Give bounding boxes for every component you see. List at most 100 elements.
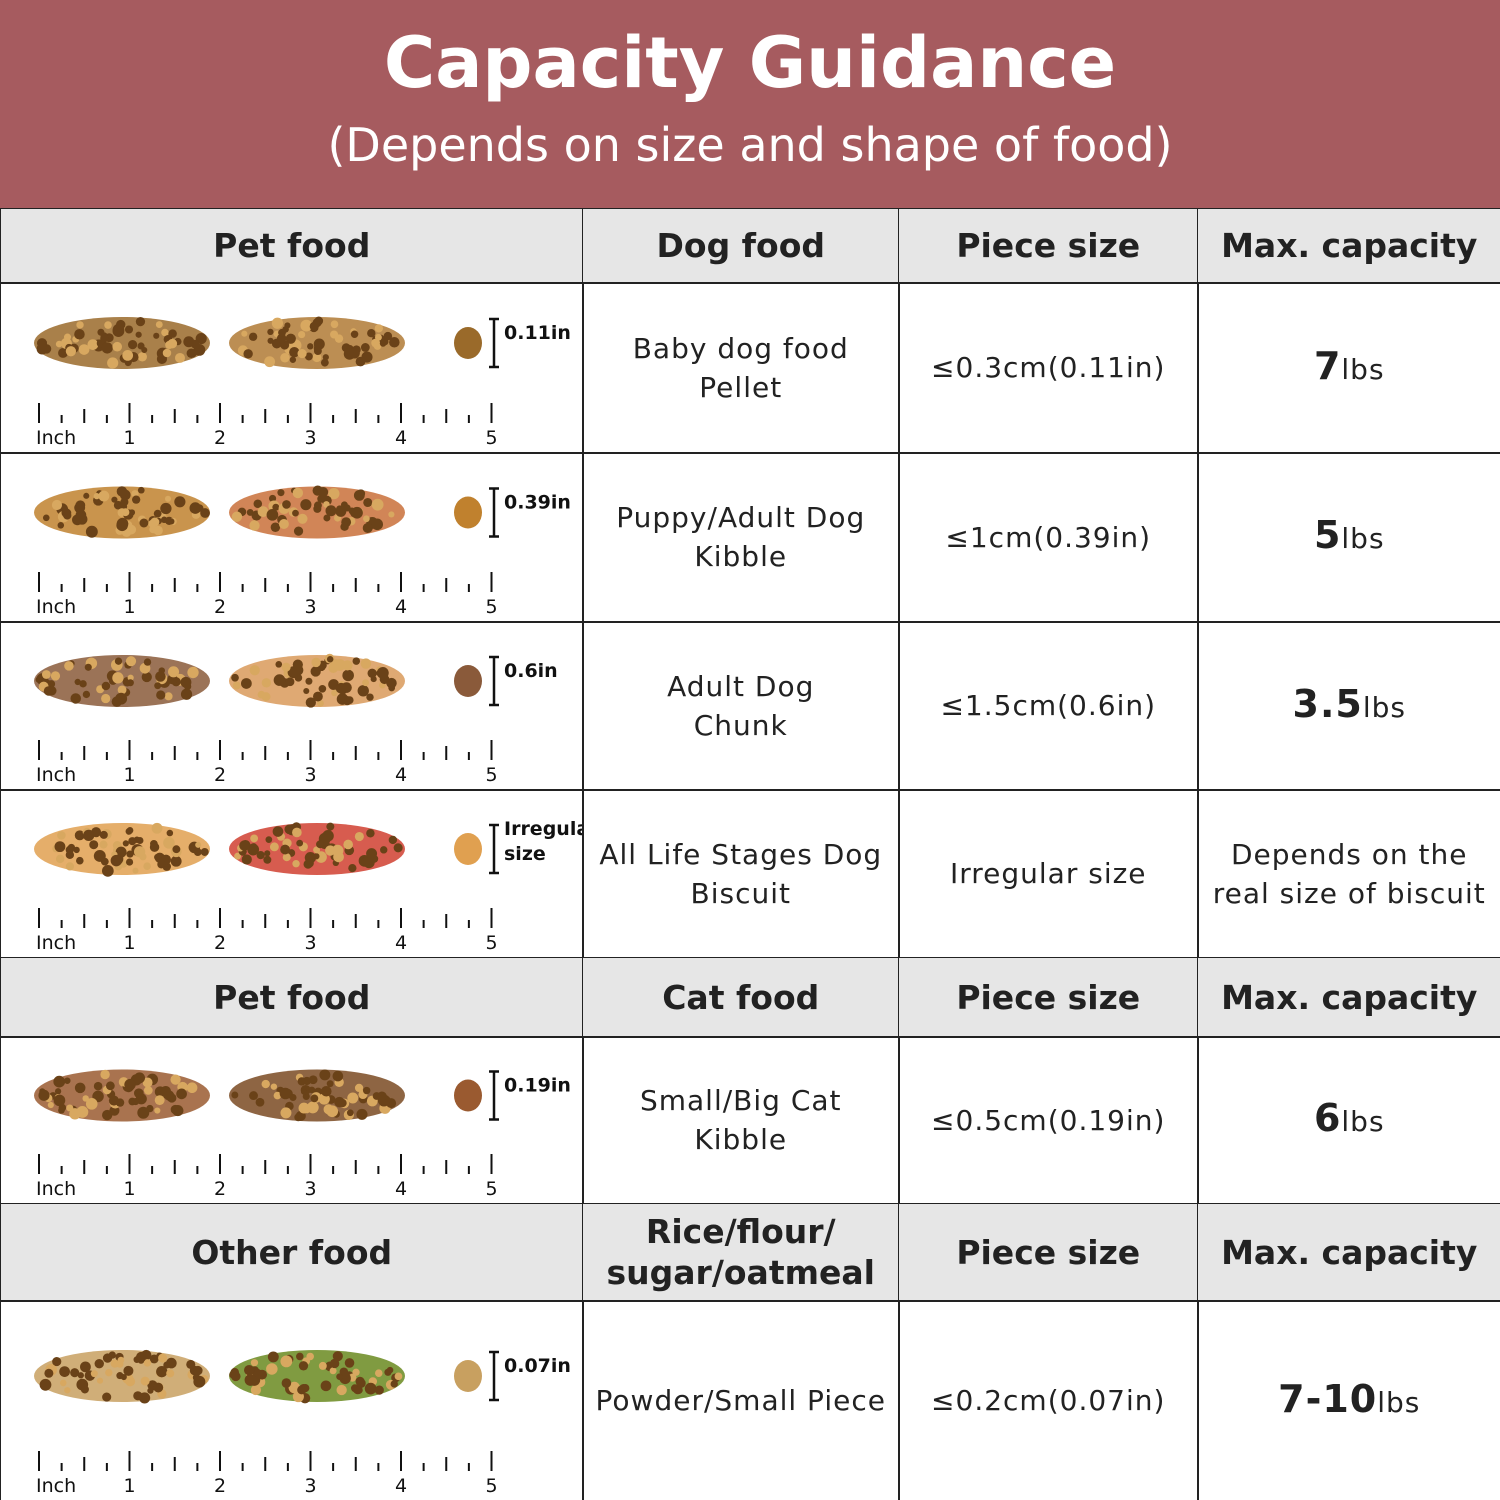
food-piece bbox=[335, 1373, 343, 1380]
food-piece bbox=[167, 666, 179, 678]
ruler-label: 2 bbox=[214, 596, 226, 618]
food-piece bbox=[312, 353, 322, 363]
food-piece bbox=[108, 1095, 119, 1106]
food-piece bbox=[71, 514, 83, 526]
food-piece bbox=[51, 499, 62, 511]
size-bracket bbox=[488, 317, 499, 369]
text-line: Pet food bbox=[213, 226, 371, 266]
food-piece bbox=[261, 1079, 270, 1089]
header-cell: Piece size bbox=[898, 957, 1199, 1038]
food-piece bbox=[233, 852, 241, 860]
piece-sample bbox=[453, 833, 482, 865]
food-piece bbox=[296, 839, 303, 847]
food-piece bbox=[120, 1374, 127, 1381]
size-label: size bbox=[504, 843, 546, 865]
header-cell: Dog food bbox=[582, 208, 900, 284]
food-piece bbox=[308, 1086, 315, 1094]
food-piece bbox=[65, 845, 74, 854]
food-piece bbox=[291, 509, 299, 517]
text-line: Biscuit bbox=[690, 876, 791, 910]
text-line: sugar/oatmeal bbox=[606, 1253, 875, 1293]
text-line: Max. capacity bbox=[1221, 226, 1478, 266]
table-cell: ≤0.3cm(0.11in) bbox=[898, 282, 1199, 454]
food-piece bbox=[311, 657, 321, 668]
food-piece bbox=[250, 1359, 258, 1367]
capacity-unit: lbs bbox=[1341, 522, 1385, 556]
food-piece bbox=[199, 508, 210, 518]
food-piece bbox=[267, 1351, 279, 1363]
food-piece bbox=[243, 349, 253, 359]
food-piece bbox=[127, 340, 137, 350]
ruler-unit: Inch bbox=[36, 1475, 76, 1497]
table-cell: 6lbs bbox=[1197, 1036, 1500, 1205]
food-piece bbox=[366, 693, 374, 701]
food-piece bbox=[85, 525, 98, 538]
food-piece bbox=[343, 839, 353, 850]
food-piece bbox=[336, 693, 349, 705]
food-piece bbox=[128, 1097, 136, 1106]
food-piece bbox=[127, 674, 134, 681]
table-cell: All Life Stages Dog Biscuit bbox=[582, 789, 900, 959]
food-piece bbox=[303, 859, 313, 869]
food-piece bbox=[277, 489, 285, 497]
food-piece bbox=[162, 837, 175, 849]
food-piece bbox=[305, 677, 313, 685]
food-piece bbox=[137, 486, 145, 494]
food-piece bbox=[123, 1365, 134, 1376]
food-piece bbox=[120, 497, 129, 507]
food-piece bbox=[112, 323, 125, 336]
food-piece bbox=[304, 352, 313, 361]
food-piece bbox=[297, 513, 308, 524]
food-piece bbox=[164, 495, 171, 502]
food-piece bbox=[93, 1081, 103, 1091]
food-piece bbox=[243, 1365, 255, 1376]
food-piece bbox=[285, 677, 295, 687]
food-piece bbox=[329, 1358, 340, 1369]
food-piece bbox=[74, 830, 85, 841]
food-piece bbox=[143, 1359, 151, 1367]
food-piece bbox=[90, 1370, 98, 1378]
food-piece bbox=[174, 352, 185, 363]
food-piece bbox=[125, 858, 133, 866]
table-cell: 0.11in Inch 1 2 3 4 5 bbox=[0, 282, 584, 454]
food-piece bbox=[394, 1372, 403, 1381]
food-piece bbox=[104, 1368, 113, 1377]
food-piece bbox=[114, 657, 122, 665]
food-piece bbox=[100, 1069, 110, 1080]
food-piece bbox=[180, 688, 192, 700]
food-piece bbox=[157, 1353, 167, 1363]
food-piece bbox=[289, 1094, 297, 1101]
food-piece bbox=[265, 836, 272, 843]
food-piece bbox=[354, 831, 364, 842]
food-piece bbox=[133, 1088, 144, 1099]
food-piece bbox=[323, 514, 331, 522]
food-piece bbox=[247, 843, 259, 856]
food-piece bbox=[73, 328, 85, 340]
food-piece bbox=[374, 1369, 383, 1377]
food-piece bbox=[279, 1087, 291, 1100]
food-piece bbox=[43, 686, 54, 696]
table-cell: ≤1.5cm(0.6in) bbox=[898, 621, 1199, 791]
food-piece bbox=[328, 663, 338, 673]
food-piece bbox=[42, 514, 50, 522]
food-piece bbox=[297, 349, 307, 359]
food-piece bbox=[284, 322, 291, 329]
food-piece bbox=[263, 855, 272, 864]
food-illustration: Irregular size Inch 1 2 3 4 5 bbox=[33, 818, 582, 954]
text-line: Pet food bbox=[213, 977, 371, 1017]
table-cell: ≤0.5cm(0.19in) bbox=[898, 1036, 1199, 1205]
food-piece bbox=[390, 1380, 398, 1388]
food-piece bbox=[249, 834, 258, 843]
food-piece bbox=[323, 1104, 334, 1115]
food-piece bbox=[137, 352, 147, 362]
food-piece bbox=[59, 1379, 67, 1387]
food-piece bbox=[325, 505, 337, 517]
food-piece bbox=[316, 699, 324, 707]
food-piece bbox=[347, 1092, 359, 1104]
food-piece bbox=[149, 1354, 159, 1364]
food-piece bbox=[133, 1072, 145, 1084]
ruler-label: 2 bbox=[214, 1475, 226, 1497]
food-piece bbox=[192, 1373, 200, 1382]
text-line: Powder/Small Piece bbox=[595, 1384, 886, 1418]
